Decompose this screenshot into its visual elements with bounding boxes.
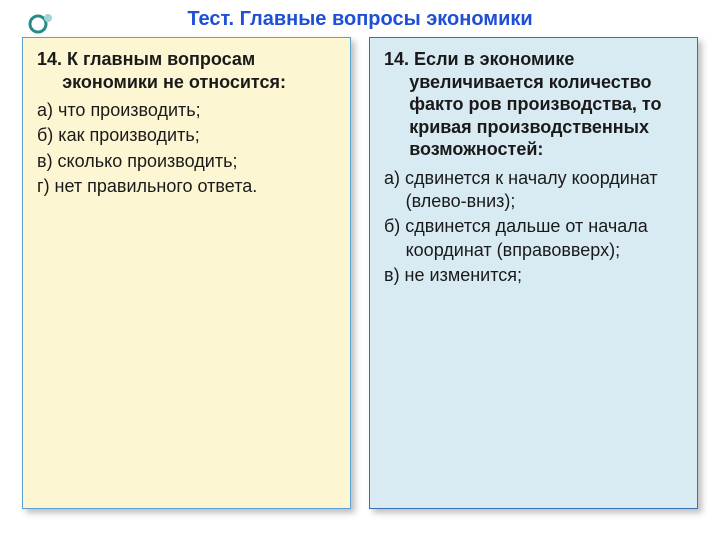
page-title: Тест. Главные вопросы экономики — [0, 0, 720, 37]
question-number-right: 14. — [384, 49, 409, 69]
question-text-right: 14. Если в экономике увеличивается колич… — [384, 48, 683, 161]
option-left-v: в) сколько производить; — [37, 150, 336, 173]
decor-dot — [44, 14, 52, 22]
decor-ring — [30, 16, 46, 32]
corner-decoration — [28, 10, 56, 38]
question-body-right: Если в экономике увеличивается количеств… — [409, 49, 661, 159]
question-card-left: 14. К главным вопросам экономики не отно… — [22, 37, 351, 509]
question-number-left: 14. — [37, 49, 62, 69]
option-right-b: б) сдвинется дальше от начала координат … — [384, 215, 683, 262]
question-body-left: К главным вопросам экономики не относитс… — [62, 49, 286, 92]
option-right-a: а) сдвинется к началу координат (влево-в… — [384, 167, 683, 214]
option-left-a: а) что производить; — [37, 99, 336, 122]
option-left-g: г) нет правильного ответа. — [37, 175, 336, 198]
columns-container: 14. К главным вопросам экономики не отно… — [0, 37, 720, 509]
option-right-v: в) не изменится; — [384, 264, 683, 287]
question-text-left: 14. К главным вопросам экономики не отно… — [37, 48, 336, 93]
question-card-right: 14. Если в экономике увеличивается колич… — [369, 37, 698, 509]
option-left-b: б) как производить; — [37, 124, 336, 147]
